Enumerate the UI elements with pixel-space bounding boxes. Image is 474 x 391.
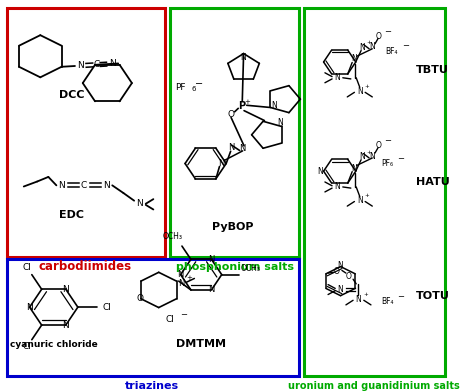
Text: PF₆: PF₆	[382, 159, 393, 168]
Text: N: N	[208, 255, 215, 264]
Text: N: N	[335, 73, 340, 82]
Text: N: N	[357, 196, 363, 205]
Text: N: N	[337, 261, 344, 270]
Text: +: +	[245, 99, 250, 105]
Text: +: +	[363, 292, 368, 297]
Text: N: N	[271, 101, 277, 110]
Text: +: +	[364, 193, 369, 198]
Text: N: N	[239, 144, 246, 153]
Text: N: N	[352, 164, 357, 173]
Text: N: N	[359, 152, 365, 161]
Text: OCH₃: OCH₃	[163, 231, 183, 240]
FancyBboxPatch shape	[170, 8, 300, 257]
Text: N: N	[337, 285, 344, 294]
Text: N: N	[63, 321, 69, 330]
Text: 6: 6	[192, 86, 196, 92]
Text: −: −	[195, 79, 203, 89]
Text: N: N	[26, 303, 33, 312]
Text: N: N	[77, 61, 84, 70]
Text: Cl: Cl	[22, 343, 31, 352]
Text: N: N	[178, 278, 184, 287]
Text: Cl: Cl	[22, 263, 31, 272]
Text: O: O	[376, 32, 382, 41]
Text: O: O	[136, 294, 143, 303]
Text: OCH₃: OCH₃	[241, 264, 261, 273]
Text: −: −	[397, 154, 404, 163]
Text: −: −	[397, 292, 404, 301]
Text: N: N	[240, 53, 246, 62]
Text: triazines: triazines	[125, 381, 179, 391]
Text: DMTMM: DMTMM	[176, 339, 226, 349]
Text: N: N	[228, 143, 235, 152]
Text: N: N	[137, 199, 143, 208]
Text: BF₄: BF₄	[381, 297, 394, 306]
Text: N: N	[218, 159, 225, 168]
FancyBboxPatch shape	[304, 8, 445, 376]
Text: N: N	[277, 118, 283, 127]
Text: O: O	[228, 110, 235, 119]
Text: TOTU: TOTU	[416, 291, 449, 301]
Text: N: N	[58, 181, 65, 190]
Text: N: N	[352, 54, 357, 63]
Text: N: N	[63, 285, 69, 294]
Text: N: N	[177, 270, 184, 279]
Text: −: −	[180, 310, 187, 319]
Text: −: −	[384, 27, 392, 36]
Text: DCC: DCC	[59, 90, 84, 100]
Text: O: O	[376, 141, 382, 150]
Text: +: +	[364, 84, 369, 89]
Text: BF₄: BF₄	[386, 47, 398, 56]
Text: N: N	[335, 183, 340, 192]
Text: +: +	[366, 149, 371, 154]
Text: Cl: Cl	[165, 315, 174, 324]
Text: +: +	[366, 40, 371, 45]
FancyBboxPatch shape	[7, 259, 300, 376]
Text: N: N	[208, 285, 215, 294]
Text: HATU: HATU	[416, 177, 449, 187]
Text: O: O	[346, 272, 352, 281]
Text: N: N	[369, 152, 375, 161]
Text: −: −	[384, 136, 392, 145]
Text: N: N	[369, 42, 375, 51]
Text: P: P	[238, 101, 245, 111]
Text: N: N	[103, 181, 110, 190]
Text: phosphonium salts: phosphonium salts	[176, 262, 294, 272]
Text: cyanuric chloride: cyanuric chloride	[10, 340, 98, 349]
Text: C: C	[81, 181, 87, 190]
Text: N: N	[359, 43, 365, 52]
Text: O: O	[334, 267, 340, 276]
Text: TBTU: TBTU	[416, 65, 449, 75]
Text: C: C	[93, 60, 100, 69]
Text: N: N	[356, 295, 361, 304]
Text: PF: PF	[175, 83, 185, 92]
Text: Cl: Cl	[103, 303, 112, 312]
Text: N: N	[318, 167, 323, 176]
Text: +: +	[186, 275, 192, 281]
Text: PyBOP: PyBOP	[212, 222, 253, 232]
Text: uronium and guanidinium salts: uronium and guanidinium salts	[288, 381, 460, 391]
Text: N: N	[109, 59, 116, 68]
Text: −: −	[402, 41, 409, 50]
FancyBboxPatch shape	[7, 8, 165, 257]
Text: EDC: EDC	[59, 210, 84, 220]
Text: N: N	[357, 87, 363, 96]
Text: carbodiimides: carbodiimides	[38, 260, 132, 273]
